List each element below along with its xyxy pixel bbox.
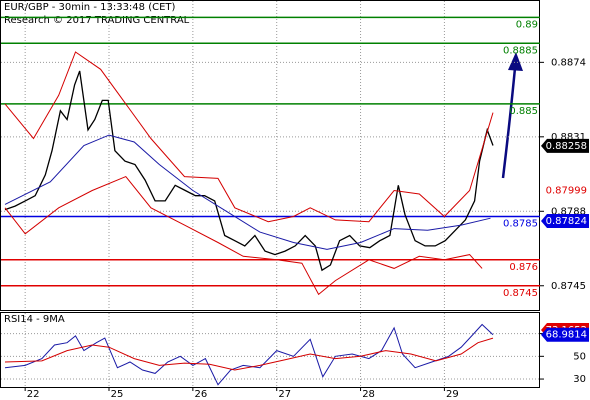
chart-title: EUR/GBP - 30min - 13:33:48 (CET): [4, 2, 176, 13]
forecast-arrowhead: [508, 52, 523, 71]
x-tick-label: 22: [27, 389, 40, 400]
price-tag-label: 68.9814: [546, 330, 587, 341]
series-line: [4, 323, 494, 386]
level-label: 0.8745: [503, 288, 538, 299]
series-line: [4, 337, 494, 371]
level-label: 0.885: [509, 106, 538, 117]
y-tick-label: 50: [573, 351, 586, 362]
price-tag-label: 0.88258: [546, 141, 587, 152]
level-label: 0.8885: [503, 45, 538, 56]
level-label: 0.89: [516, 19, 538, 30]
x-tick-label: 27: [278, 389, 291, 400]
x-tick-label: 26: [194, 389, 207, 400]
y-tick-label: 0.8831: [551, 132, 586, 143]
chart-subtitle: Research © 2017 TRADING CENTRAL: [4, 15, 190, 26]
series-line: [4, 70, 494, 272]
x-tick-label: 25: [111, 389, 124, 400]
price-tag-label: 0.87824: [546, 216, 587, 227]
price-tag: [541, 213, 589, 228]
price-tag: [541, 138, 589, 153]
x-tick-label: 29: [446, 389, 459, 400]
x-tick-label: 28: [362, 389, 375, 400]
price-tag-label: 0.87999: [546, 186, 587, 197]
y-tick-label: 0.8788: [551, 206, 586, 217]
level-label: 0.876: [509, 262, 538, 273]
series-line: [4, 51, 494, 223]
rsi-frame: [0, 312, 540, 388]
y-tick-label: 30: [573, 374, 586, 385]
main-frame: [0, 0, 540, 311]
series-line: [4, 175, 483, 296]
y-tick-label: 0.8745: [551, 281, 586, 292]
rsi-title: RSI14 - 9MA: [4, 314, 65, 325]
price-tag: [541, 327, 589, 342]
level-label: 0.8785: [503, 218, 538, 229]
series-line: [4, 134, 491, 250]
forecast-arrow: [501, 67, 517, 179]
y-tick-label: 0.8874: [551, 57, 586, 68]
